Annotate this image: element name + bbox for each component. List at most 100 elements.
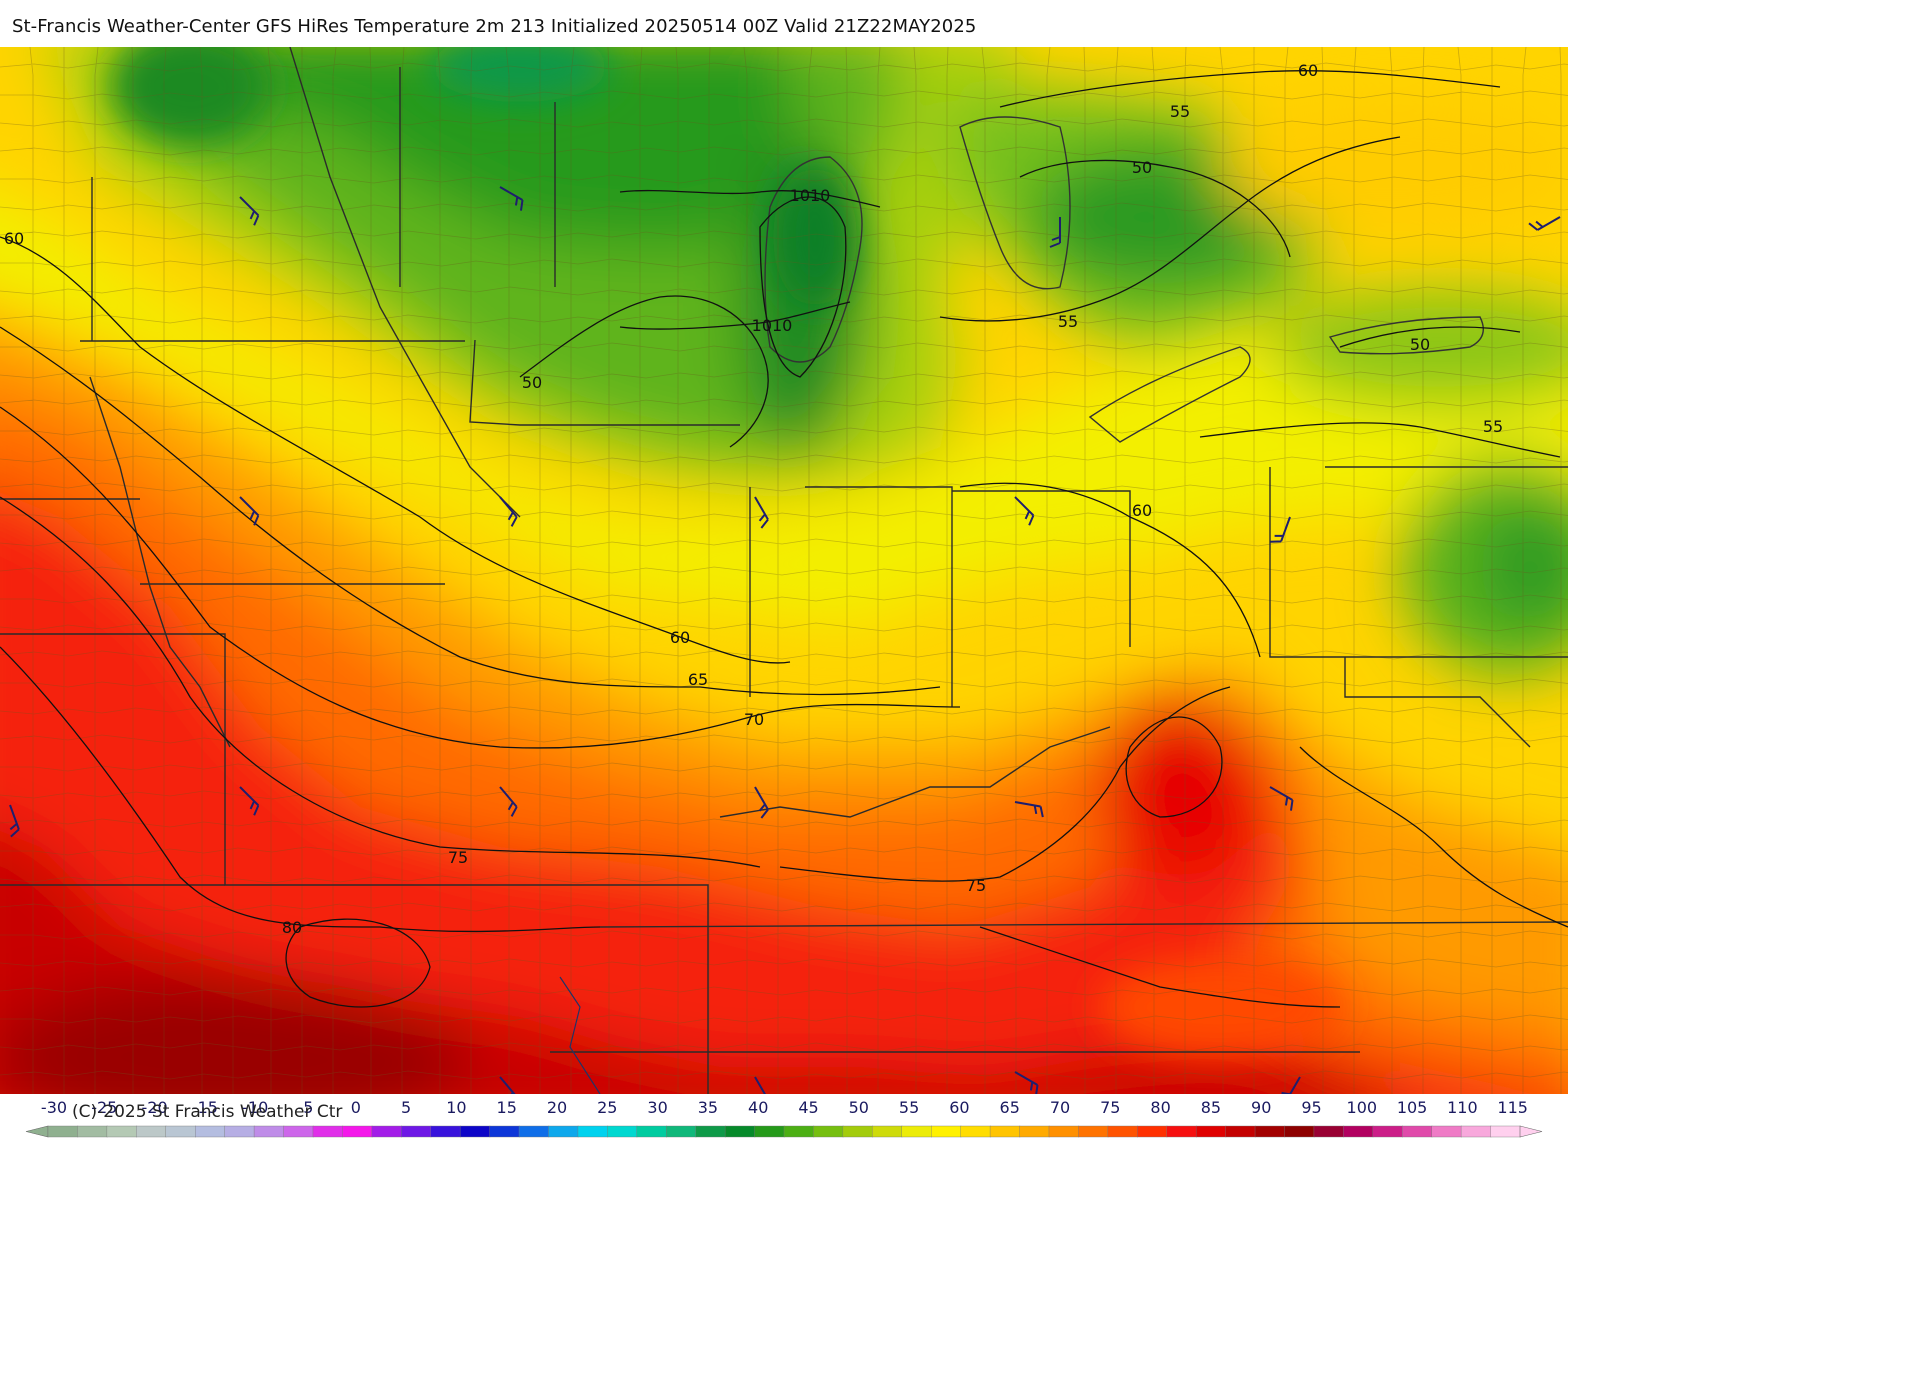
field-lake-mi-core [773, 167, 857, 307]
legend-tick-label: 65 [1000, 1098, 1020, 1117]
field-ne-lime [1270, 287, 1568, 407]
contour-65 [0, 326, 941, 696]
wind-barb [1049, 217, 1061, 248]
wind-barb-shaft [1270, 516, 1291, 543]
legend-swatch [1431, 1125, 1462, 1138]
legend-tick-label: 20 [547, 1098, 567, 1117]
field-detail [110, 47, 1340, 1057]
contour-loop-tx [285, 918, 431, 1008]
county-lines [0, 47, 1568, 1094]
contour-label: 75 [966, 876, 986, 895]
legend-tick-label: 95 [1301, 1098, 1321, 1117]
state-boundaries [0, 47, 1568, 1094]
wind-barb [499, 496, 518, 527]
wind-barb-shaft [1014, 801, 1044, 818]
legend-tick-label: -5 [298, 1098, 314, 1117]
legend-swatch [666, 1125, 697, 1138]
legend-tick-label: 50 [849, 1098, 869, 1117]
field-yellow [0, 197, 1568, 627]
wind-barb [1528, 216, 1561, 231]
legend-arrow-right [1519, 1125, 1543, 1138]
wind-barb-shaft [1014, 1071, 1039, 1094]
wind-barb [1269, 786, 1294, 811]
county-grid [0, 47, 1568, 1094]
wind-barb [754, 496, 769, 529]
contour-75-west [0, 496, 761, 868]
contour-60-ne [999, 70, 1501, 108]
legend-swatch [1284, 1125, 1315, 1138]
wind-barbs [9, 186, 1561, 1094]
legend-swatch [695, 1125, 726, 1138]
wind-barb-shaft [9, 804, 20, 838]
legend-swatch [1048, 1125, 1080, 1138]
lake-huron-outline [959, 116, 1071, 290]
legend-swatch [1460, 1125, 1492, 1138]
contour-label: 80 [282, 918, 302, 937]
legend-swatch [901, 1125, 932, 1138]
field-orange-tn [1100, 957, 1340, 1057]
field-red [0, 492, 1542, 1094]
legend-swatch [518, 1125, 550, 1138]
legend-tick-label: 80 [1150, 1098, 1170, 1117]
legend-swatch [283, 1125, 314, 1138]
legend-tick-label: 60 [949, 1098, 969, 1117]
contour-50-mi [519, 295, 769, 448]
title-bar: St-Francis Weather-Center GFS HiRes Temp… [0, 0, 1568, 48]
legend-swatch [960, 1125, 991, 1138]
legend-arrow-left [25, 1125, 49, 1138]
legend-swatch [813, 1125, 844, 1138]
legend-tick-label: -10 [242, 1098, 268, 1117]
wind-barb-shaft [239, 496, 260, 526]
wind-barb-shaft [499, 1076, 518, 1094]
legend-tick-label: 110 [1447, 1098, 1478, 1117]
contour-label: 75 [448, 848, 468, 867]
contour-80 [0, 646, 601, 933]
wind-barb [239, 196, 260, 226]
contour-60-north [0, 236, 791, 664]
legend-tick-labels: -30 -25 -20 -15 -10 -5 0 5 10 15 20 25 30 35 40 45 50 55 6… [41, 1098, 1528, 1117]
contour-55-east [1199, 422, 1561, 458]
wind-barb [499, 786, 518, 817]
wind-barb-shaft [239, 196, 260, 226]
contour-east-valley [1299, 746, 1568, 928]
legend-swatch [165, 1125, 196, 1138]
copyright-notice: (C)-2025 St Francis Weather Ctr [72, 1102, 343, 1122]
legend-tick-label: 30 [647, 1098, 667, 1117]
contour-70 [0, 406, 961, 749]
legend-tick-label: 45 [798, 1098, 818, 1117]
legend-swatch [636, 1125, 667, 1138]
lake-ontario-outline [1328, 316, 1484, 355]
legend-swatch [1078, 1125, 1109, 1138]
legend-tick-label: 100 [1347, 1098, 1378, 1117]
wind-barb-shaft [499, 496, 518, 527]
wind-barb [754, 786, 769, 819]
legend-tick-label: 70 [1050, 1098, 1070, 1117]
state-line-nd-mn [289, 47, 521, 518]
legend-swatch [1137, 1125, 1168, 1138]
legend-swatch [430, 1125, 461, 1138]
contour-label: 55 [1058, 312, 1078, 331]
legend-swatch [1254, 1125, 1286, 1138]
legend-swatch [1402, 1125, 1433, 1138]
wind-barb-shaft [1276, 1076, 1301, 1094]
legend-tick-label: -15 [192, 1098, 218, 1117]
legend-swatch [724, 1125, 756, 1138]
legend-swatch [1195, 1125, 1227, 1138]
wind-barb [1014, 1071, 1039, 1094]
legend-tick-label: 10 [446, 1098, 466, 1117]
wind-barb [239, 786, 260, 816]
legend-swatch [1372, 1125, 1403, 1138]
wind-barb-shaft [1528, 216, 1561, 231]
legend-tick-label: 85 [1201, 1098, 1221, 1117]
wind-barb [1014, 496, 1035, 526]
field-ne-orange [1220, 97, 1568, 237]
legend-swatch [371, 1125, 402, 1138]
contour-south-tn [979, 926, 1341, 1008]
state-line-pa [1269, 467, 1568, 658]
legend-swatch [577, 1125, 609, 1138]
contour-label: 1010 [752, 316, 793, 335]
contour-50-east [1339, 326, 1521, 348]
river-ohio [719, 726, 1111, 818]
wind-barb-shaft [499, 186, 524, 211]
legend-swatch [459, 1125, 491, 1138]
